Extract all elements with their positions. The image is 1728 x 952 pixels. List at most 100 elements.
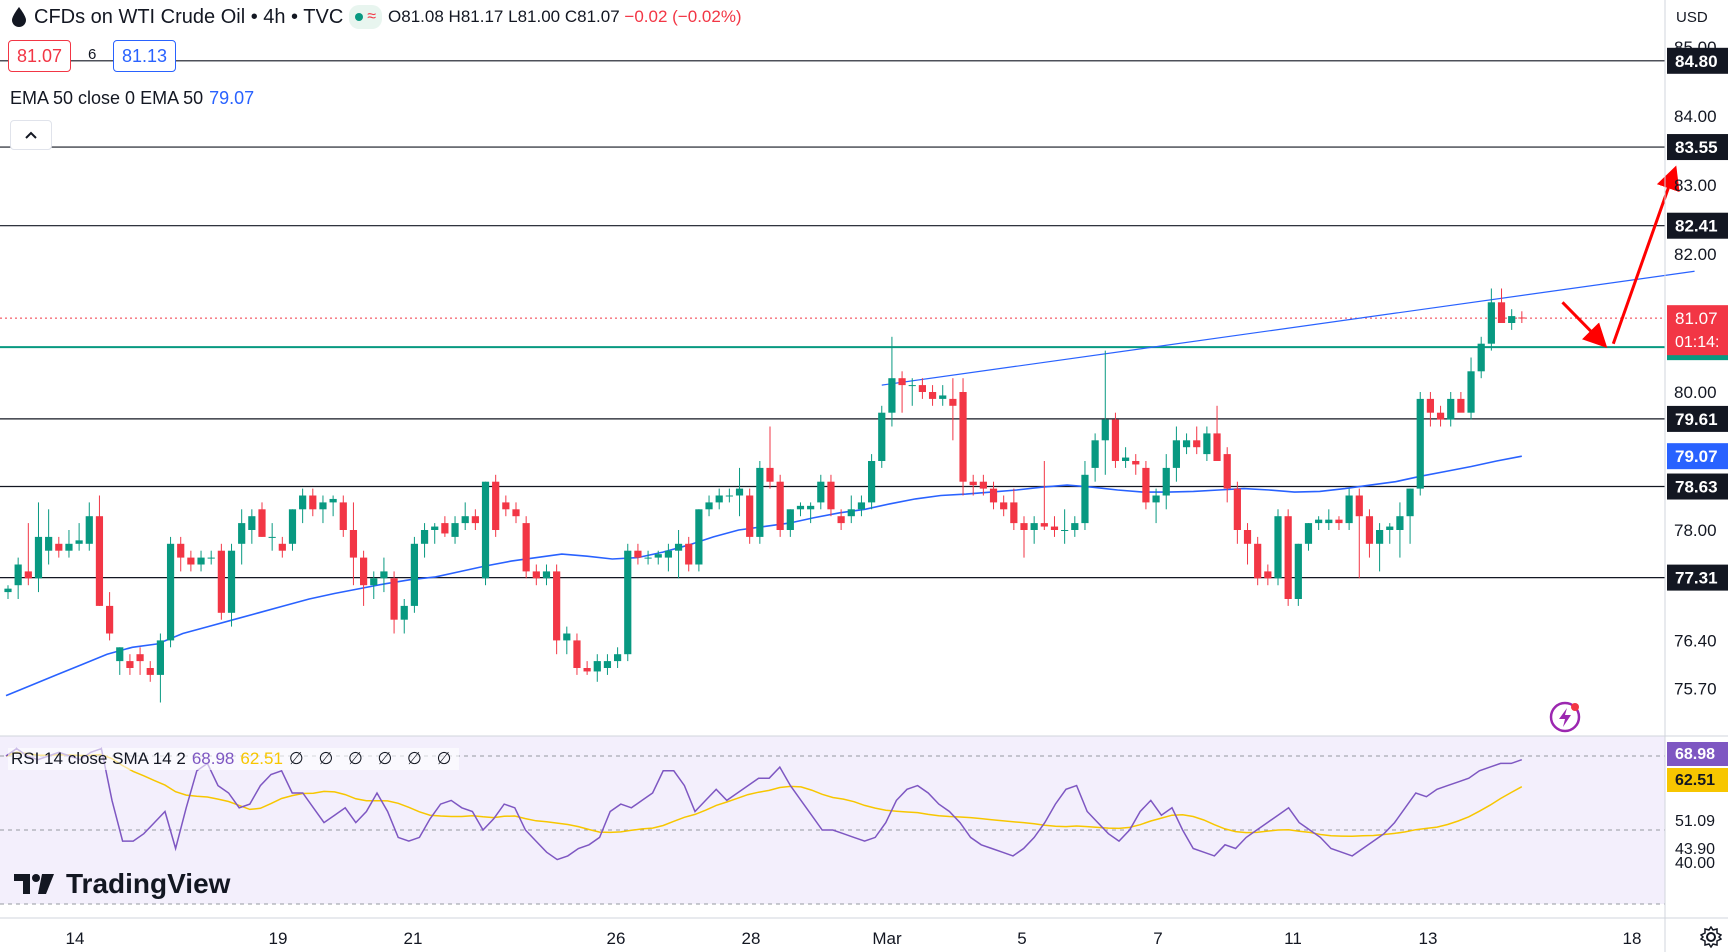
tradingview-logo-icon xyxy=(14,874,54,894)
price-axis: USD85.0084.0083.0082.0080.0078.0076.4075… xyxy=(1667,9,1728,699)
last-price-tag-bg xyxy=(1667,305,1728,356)
candle xyxy=(928,385,937,406)
candle-body xyxy=(370,578,378,586)
annotation-arrow[interactable] xyxy=(1561,301,1608,348)
candle-body xyxy=(339,502,347,530)
candle xyxy=(766,426,774,489)
lightning-icon[interactable] xyxy=(1548,700,1582,739)
candle-body xyxy=(1000,502,1008,510)
candle-body xyxy=(45,536,53,551)
candle xyxy=(329,495,337,517)
candle xyxy=(888,336,896,427)
candle-body xyxy=(898,378,906,386)
candle xyxy=(1254,536,1262,586)
candle xyxy=(1436,405,1445,427)
candle xyxy=(177,536,185,572)
ascending-trendline[interactable] xyxy=(881,270,1695,386)
annotation-arrow[interactable] xyxy=(1611,165,1680,345)
rsi-axis-label: 40.00 xyxy=(1675,855,1715,872)
candle-body xyxy=(441,523,449,534)
candle-body xyxy=(857,502,866,510)
candle-body xyxy=(1426,398,1434,413)
candle xyxy=(156,633,164,703)
candle xyxy=(227,543,236,627)
currency-label: USD xyxy=(1676,9,1708,26)
candle xyxy=(614,647,622,668)
price-tick-label: 82.00 xyxy=(1674,245,1717,264)
candle-body xyxy=(1467,371,1475,413)
candle xyxy=(1447,392,1455,427)
candle-body xyxy=(1416,398,1424,489)
candle xyxy=(776,474,784,537)
candle xyxy=(989,481,998,510)
candle-body xyxy=(1132,461,1140,465)
candle-body xyxy=(542,571,551,579)
collapse-legend-button[interactable] xyxy=(10,120,52,150)
candle-body xyxy=(1487,302,1495,344)
candle xyxy=(644,550,652,565)
candle xyxy=(268,523,276,551)
candle xyxy=(969,474,977,496)
candle xyxy=(197,550,205,572)
level-price-tag: 83.55 xyxy=(1675,138,1718,157)
candle xyxy=(725,488,733,503)
candle-body xyxy=(166,543,175,641)
candle-body xyxy=(1376,530,1384,544)
candle-body xyxy=(502,502,510,510)
candle xyxy=(85,502,93,551)
candle-body xyxy=(644,557,652,559)
candle-body xyxy=(1050,526,1059,530)
candle xyxy=(238,509,246,565)
candle-body xyxy=(969,481,977,486)
candle xyxy=(553,564,561,655)
candle-body xyxy=(1396,516,1404,530)
rsi-legend-value: 68.98 xyxy=(191,749,235,768)
candle-body xyxy=(512,509,520,517)
status-pill[interactable]: ≈ xyxy=(349,5,383,29)
candle xyxy=(1345,488,1353,530)
candle-body xyxy=(85,516,93,544)
last-price-tag: 81.07 xyxy=(1675,309,1718,328)
candle xyxy=(1264,564,1272,586)
sell-price-button[interactable]: 81.07 xyxy=(8,40,72,72)
gear-icon[interactable] xyxy=(1700,926,1722,948)
candle-body xyxy=(1010,502,1018,524)
symbol-title[interactable]: CFDs on WTI Crude Oil • 4h • TVC xyxy=(34,5,344,28)
candle-body xyxy=(1457,398,1465,413)
candle-body xyxy=(258,509,266,537)
candle xyxy=(542,564,551,586)
rsi-legend[interactable]: RSI 14 close SMA 14 2 68.98 62.51 ∅ ∅ ∅ ∅ ∅… xyxy=(8,748,460,770)
candle xyxy=(1467,357,1475,420)
candle xyxy=(1223,447,1231,503)
candle xyxy=(837,509,845,530)
open-value: O81.08 xyxy=(388,7,444,26)
candle-body xyxy=(1142,467,1150,503)
time-tick-label: 5 xyxy=(1017,929,1026,948)
level-price-tag: 82.41 xyxy=(1675,217,1718,236)
candle-body xyxy=(309,495,317,510)
candle xyxy=(1233,481,1241,544)
candle xyxy=(1122,447,1130,468)
candle-body xyxy=(837,516,845,524)
candle xyxy=(735,467,744,517)
candle xyxy=(1416,392,1424,496)
candle-body xyxy=(1122,457,1130,461)
candle xyxy=(1061,509,1069,544)
candle xyxy=(166,536,175,648)
candle-body xyxy=(1081,474,1089,524)
candle-body xyxy=(481,481,490,579)
candle-body xyxy=(400,605,408,620)
candle-body xyxy=(136,654,144,662)
buy-price-button[interactable]: 81.13 xyxy=(113,40,177,72)
candle-body xyxy=(1406,488,1414,517)
rsi-axis-label: 43.90 xyxy=(1675,841,1715,858)
candle-body xyxy=(1274,516,1282,579)
ema-legend[interactable]: EMA 50 close 0 EMA 50 79.07 xyxy=(10,88,254,109)
candle-body xyxy=(1071,523,1079,530)
candle xyxy=(532,564,540,586)
candle-body xyxy=(1508,316,1516,323)
candle-body xyxy=(776,481,784,530)
candle xyxy=(75,523,83,551)
tradingview-logo[interactable]: TradingView xyxy=(14,868,230,900)
